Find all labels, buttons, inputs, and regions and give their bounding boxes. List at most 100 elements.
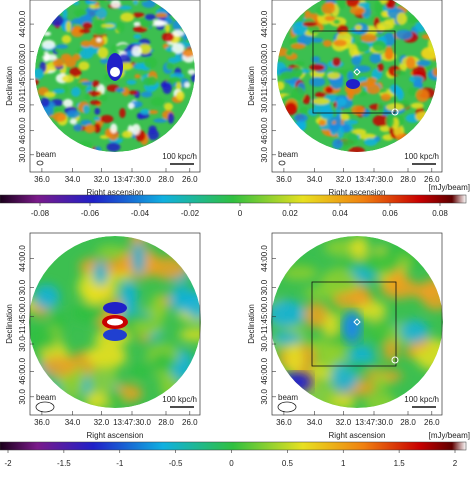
noise-blob xyxy=(111,45,119,52)
x-tick-label: 34.0 xyxy=(307,175,323,184)
y-tick-label: -11:45:00.0 xyxy=(18,59,27,99)
noise-blob xyxy=(179,329,211,341)
noise-blob xyxy=(145,14,156,21)
y-tick-label: 44:00.0 xyxy=(18,245,27,272)
colorbar-tick-label: -1 xyxy=(116,459,124,468)
noise-blob xyxy=(134,74,140,78)
noise-blob xyxy=(44,92,55,98)
noise-blob xyxy=(285,102,297,115)
noise-blob xyxy=(332,57,341,66)
noise-blob xyxy=(119,108,125,118)
noise-blob xyxy=(67,110,80,118)
noise-blob xyxy=(62,75,74,83)
noise-blob xyxy=(131,242,145,275)
noise-blob xyxy=(400,320,428,344)
x-tick-label: 32.0 xyxy=(94,175,110,184)
y-tick-label: 30.0 xyxy=(18,336,27,352)
beam-label: beam xyxy=(278,393,298,402)
noise-blob xyxy=(51,15,64,26)
noise-blob xyxy=(327,2,335,9)
noise-blob xyxy=(333,19,340,24)
noise-blob xyxy=(85,124,96,133)
x-tick-label: 13:47:30.0 xyxy=(113,175,151,184)
noise-blob xyxy=(415,22,426,33)
y-tick-label: 30.0 xyxy=(260,146,269,162)
noise-blob xyxy=(397,90,404,100)
blob xyxy=(110,67,120,77)
noise-blob xyxy=(422,34,435,39)
map xyxy=(267,236,453,415)
noise-blob xyxy=(94,108,100,115)
y-tick-label: 44:00.0 xyxy=(18,10,27,37)
noise-blob xyxy=(34,284,60,310)
noise-blob xyxy=(132,124,141,135)
colorbar-tick-label: 2 xyxy=(453,459,458,468)
x-tick-label: 26.0 xyxy=(182,418,198,427)
noise-blob xyxy=(155,21,167,26)
noise-blob xyxy=(85,93,91,100)
colorbar-tick-label: -0.04 xyxy=(131,209,150,218)
x-tick-label: 34.0 xyxy=(307,418,323,427)
y-tick-label: 30.0 xyxy=(260,43,269,59)
noise-blob xyxy=(86,345,127,367)
noise-blob xyxy=(80,49,94,59)
noise-blob xyxy=(366,83,380,94)
noise-blob xyxy=(282,267,318,280)
noise-blob xyxy=(350,7,365,15)
scale-label: 100 kpc/h xyxy=(162,152,197,161)
x-tick-label: 36.0 xyxy=(276,418,292,427)
noise-blob xyxy=(315,92,326,98)
noise-blob xyxy=(53,89,65,94)
beam-label: beam xyxy=(36,393,56,402)
noise-blob xyxy=(378,103,385,115)
noise-blob xyxy=(82,22,92,29)
noise-blob xyxy=(141,91,152,97)
noise-blob xyxy=(53,112,66,122)
noise-blob xyxy=(286,344,304,375)
noise-blob xyxy=(147,76,157,86)
x-tick-label: 28.0 xyxy=(158,418,174,427)
noise-blob xyxy=(395,134,410,141)
noise-blob xyxy=(72,1,79,5)
colorbar-tick-label: 0.04 xyxy=(332,209,348,218)
noise-blob xyxy=(122,130,133,138)
noise-blob xyxy=(40,105,53,117)
noise-blob xyxy=(140,109,149,115)
y-tick-label: -11:45:00.0 xyxy=(260,296,269,336)
noise-blob xyxy=(176,91,185,101)
noise-blob xyxy=(72,54,80,61)
noise-blob xyxy=(116,22,125,33)
noise-blob xyxy=(333,40,346,47)
x-tick-label: 36.0 xyxy=(34,418,50,427)
y-tick-label: 44:00.0 xyxy=(260,245,269,272)
noise-blob xyxy=(133,34,141,39)
noise-blob xyxy=(150,294,165,323)
noise-blob xyxy=(286,49,293,56)
colorbar-tick-label: 0.08 xyxy=(432,209,448,218)
noise-blob xyxy=(44,54,57,61)
noise-blob xyxy=(94,29,106,36)
noise-blob xyxy=(168,113,174,124)
noise-blob xyxy=(129,90,138,94)
x-tick-label: 28.0 xyxy=(400,418,416,427)
noise-blob xyxy=(335,114,341,128)
map-panel: 44:00.030.0-11:45:00.030.046:00.030.036.… xyxy=(5,0,200,197)
noise-blob xyxy=(337,97,347,106)
x-tick-label: 28.0 xyxy=(158,175,174,184)
colorbar-gradient xyxy=(0,442,466,450)
scale-label: 100 kpc/h xyxy=(404,152,439,161)
noise-blob xyxy=(293,122,306,132)
noise-blob xyxy=(120,12,134,21)
noise-blob xyxy=(85,1,97,5)
map-panel: 44:00.030.0-11:45:00.030.046:00.030.036.… xyxy=(247,0,443,197)
x-tick-label: 34.0 xyxy=(65,175,81,184)
noise-blob xyxy=(304,302,327,328)
noise-blob xyxy=(416,60,430,66)
noise-blob xyxy=(131,320,163,335)
noise-blob xyxy=(86,282,103,304)
blob xyxy=(346,79,360,89)
colorbar-tick-label: 0 xyxy=(238,209,243,218)
x-tick-label: 26.0 xyxy=(424,418,440,427)
noise-blob xyxy=(351,55,361,65)
